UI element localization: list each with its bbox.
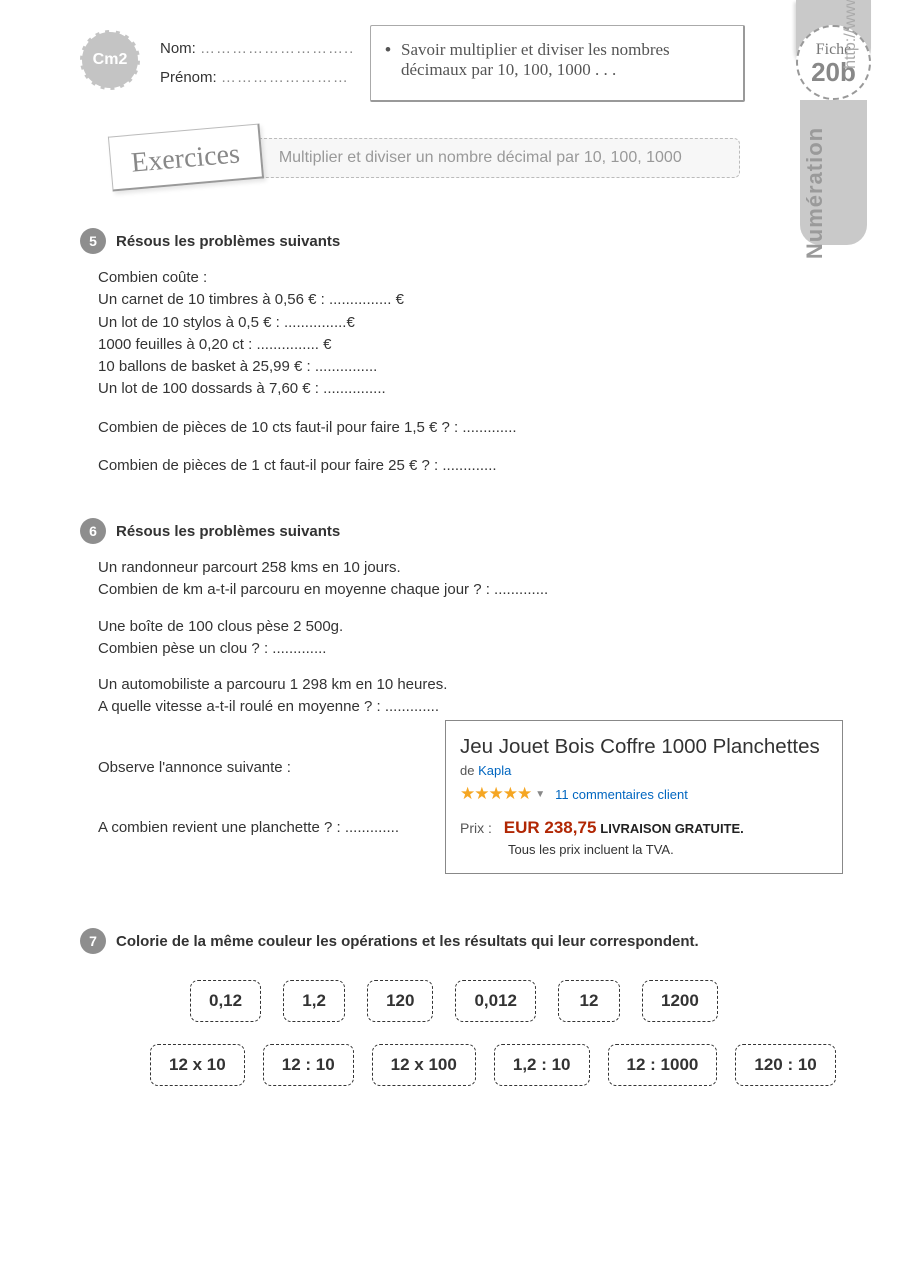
category-label: Numération bbox=[802, 127, 828, 259]
product-brand-link[interactable]: Kapla bbox=[478, 763, 511, 778]
prob-line: Combien pèse un clou ? : ............. bbox=[98, 639, 760, 659]
subtitle-band: Multiplier et diviser un nombre décimal … bbox=[248, 138, 740, 178]
answer-box: 0,12 bbox=[190, 980, 261, 1022]
reviews-link[interactable]: 11 commentaires client bbox=[555, 787, 688, 802]
name-fields: Nom: ……………………….. Prénom: …………………… bbox=[160, 40, 354, 86]
exercise-title: Colorie de la même couleur les opération… bbox=[116, 933, 699, 950]
answer-box: 12 x 10 bbox=[150, 1044, 245, 1086]
exercices-tag: Exercices bbox=[108, 123, 264, 191]
firstname-blank: …………………… bbox=[221, 69, 349, 86]
dropdown-icon[interactable]: ▼ bbox=[535, 789, 545, 800]
firstname-label: Prénom: bbox=[160, 69, 221, 86]
answer-row-2: 12 x 10 12 : 10 12 x 100 1,2 : 10 12 : 1… bbox=[150, 1044, 840, 1086]
answer-box: 12 : 10 bbox=[263, 1044, 354, 1086]
star-icon: ★★★★★ bbox=[460, 784, 531, 804]
prob-line: Un automobiliste a parcouru 1 298 km en … bbox=[98, 675, 760, 695]
answer-box: 12 x 100 bbox=[372, 1044, 476, 1086]
product-listing: Jeu Jouet Bois Coffre 1000 Planchettes d… bbox=[445, 720, 843, 874]
exercise-5: 5 Résous les problèmes suivants Combien … bbox=[80, 228, 760, 478]
product-by: de bbox=[460, 763, 478, 778]
product-title: Jeu Jouet Bois Coffre 1000 Planchettes bbox=[460, 735, 828, 759]
prob-line: Combien de km a-t-il parcouru en moyenne… bbox=[98, 580, 760, 600]
answer-box: 1,2 bbox=[283, 980, 345, 1022]
prob-line: Combien de pièces de 10 cts faut-il pour… bbox=[98, 418, 760, 438]
exercise-number: 6 bbox=[80, 518, 106, 544]
prob-line: 1000 feuilles à 0,20 ct : ..............… bbox=[98, 335, 760, 355]
prob-line: Un randonneur parcourt 258 kms en 10 jou… bbox=[98, 558, 760, 578]
price-label: Prix : bbox=[460, 820, 492, 836]
intro-text: Combien coûte : bbox=[98, 268, 760, 288]
answer-row-1: 0,12 1,2 120 0,012 12 1200 bbox=[190, 980, 840, 1022]
level-badge: Cm2 bbox=[80, 30, 140, 90]
answer-box: 0,012 bbox=[455, 980, 536, 1022]
shipping-text: LIVRAISON GRATUITE. bbox=[600, 821, 743, 836]
answer-box: 120 : 10 bbox=[735, 1044, 835, 1086]
answer-box: 120 bbox=[367, 980, 433, 1022]
name-blank: ……………………….. bbox=[200, 40, 354, 57]
exercise-title: Résous les problèmes suivants bbox=[116, 233, 340, 250]
prob-line: Combien de pièces de 1 ct faut-il pour f… bbox=[98, 456, 760, 476]
name-label: Nom: bbox=[160, 40, 200, 57]
price-value: EUR 238,75 bbox=[504, 818, 597, 837]
exercise-number: 7 bbox=[80, 928, 106, 954]
prob-line: Un lot de 10 stylos à 0,5 € : ..........… bbox=[98, 313, 760, 333]
tva-text: Tous les prix incluent la TVA. bbox=[508, 842, 828, 857]
answer-box: 1,2 : 10 bbox=[494, 1044, 590, 1086]
exercise-number: 5 bbox=[80, 228, 106, 254]
prob-line: Un carnet de 10 timbres à 0,56 € : .....… bbox=[98, 290, 760, 310]
prob-line: 10 ballons de basket à 25,99 € : .......… bbox=[98, 357, 760, 377]
exercise-7: 7 Colorie de la même couleur les opérati… bbox=[80, 928, 840, 1086]
exercise-title: Résous les problèmes suivants bbox=[116, 523, 340, 540]
answer-box: 1200 bbox=[642, 980, 718, 1022]
answer-box: 12 : 1000 bbox=[608, 1044, 718, 1086]
prob-line: Une boîte de 100 clous pèse 2 500g. bbox=[98, 617, 760, 637]
prob-line: A quelle vitesse a-t-il roulé en moyenne… bbox=[98, 697, 760, 717]
answer-box: 12 bbox=[558, 980, 620, 1022]
source-url: http://www.i-profs.fr bbox=[842, 0, 860, 69]
prob-line: Un lot de 100 dossards à 7,60 € : ......… bbox=[98, 379, 760, 399]
objective-box: Savoir multiplier et diviser les nombres… bbox=[370, 25, 745, 102]
